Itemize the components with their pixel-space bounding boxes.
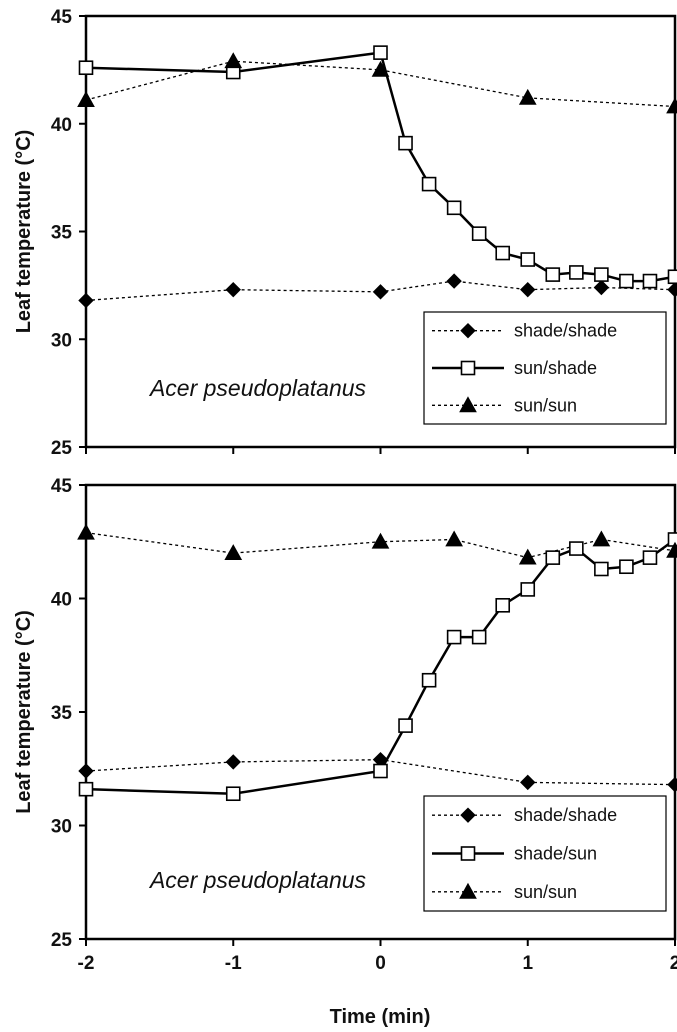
point-shade-shade-1	[226, 755, 240, 769]
point-sun-sun-1	[225, 53, 241, 67]
x-tick-label-2: 2	[670, 953, 677, 974]
point-sun-sun-0	[78, 525, 94, 539]
point-sun-shade-4	[423, 178, 436, 191]
point-sun-sun-5	[593, 531, 609, 545]
x-tick-label--2: -2	[78, 953, 95, 974]
point-shade-shade-5	[594, 281, 608, 295]
x-tick-label-1: 1	[522, 953, 533, 974]
series-line-sun-shade	[86, 53, 675, 281]
y-tick-label-25: 25	[51, 438, 73, 459]
point-sun-shade-6	[473, 227, 486, 240]
legend-marker-shade-sun	[462, 847, 475, 860]
point-shade-sun-3	[399, 719, 412, 732]
y-tick-label-45: 45	[51, 7, 73, 28]
point-sun-shade-11	[595, 268, 608, 281]
point-shade-shade-2	[374, 285, 388, 299]
point-sun-shade-14	[669, 270, 677, 283]
y-axis-title: Leaf temperature (°C)	[13, 610, 35, 814]
point-shade-sun-7	[496, 599, 509, 612]
point-shade-shade-6	[668, 283, 677, 297]
point-sun-shade-13	[643, 275, 656, 288]
point-shade-shade-1	[226, 283, 240, 297]
point-shade-sun-0	[80, 783, 93, 796]
point-shade-sun-12	[620, 560, 633, 573]
point-shade-sun-2	[374, 765, 387, 778]
x-axis-title: Time (min)	[330, 1006, 431, 1028]
legend-label-sun-sun: sun/sun	[514, 882, 577, 902]
point-sun-shade-9	[546, 268, 559, 281]
point-shade-sun-13	[643, 551, 656, 564]
point-sun-shade-7	[496, 247, 509, 260]
point-shade-sun-10	[570, 542, 583, 555]
point-shade-sun-8	[521, 583, 534, 596]
point-shade-shade-4	[668, 778, 677, 792]
legend: shade/shade shade/sun sun/sun	[424, 796, 666, 911]
point-sun-shade-12	[620, 275, 633, 288]
point-sun-sun-1	[225, 545, 241, 559]
point-sun-sun-3	[446, 531, 462, 545]
point-sun-shade-0	[80, 61, 93, 74]
x-tick-label--1: -1	[225, 953, 242, 974]
point-sun-shade-8	[521, 253, 534, 266]
chart-1: 25 30 35 40 45 Leaf temperature (°C) Acer pseu…	[13, 7, 677, 459]
species-annotation: Acer pseudoplatanus	[148, 375, 367, 401]
point-shade-shade-0	[79, 764, 93, 778]
y-tick-label-30: 30	[51, 330, 72, 351]
y-tick-label-40: 40	[51, 115, 72, 136]
point-sun-shade-5	[448, 201, 461, 214]
y-tick-label-35: 35	[51, 223, 73, 244]
legend-label-shade-shade: shade/shade	[514, 805, 617, 825]
chart-2: 25 30 35 40 45 -2 -1 0 1 2 Leaf temperature (°C) Ac…	[13, 476, 677, 974]
y-tick-label-30: 30	[51, 817, 72, 838]
legend: shade/shade sun/shade sun/sun	[424, 312, 666, 424]
point-sun-shade-2	[374, 46, 387, 59]
point-shade-shade-0	[79, 293, 93, 307]
y-tick-label-40: 40	[51, 590, 72, 611]
species-annotation: Acer pseudoplatanus	[148, 867, 367, 893]
legend-label-shade-sun: shade/sun	[514, 844, 597, 864]
legend-marker-sun-shade	[462, 362, 475, 375]
y-tick-label-35: 35	[51, 703, 73, 724]
point-shade-sun-6	[473, 631, 486, 644]
point-sun-sun-0	[78, 92, 94, 106]
point-shade-sun-1	[227, 787, 240, 800]
point-shade-sun-9	[546, 551, 559, 564]
y-tick-label-25: 25	[51, 930, 73, 951]
point-sun-shade-3	[399, 137, 412, 150]
point-shade-sun-4	[423, 674, 436, 687]
point-shade-shade-3	[521, 775, 535, 789]
legend-label-shade-shade: shade/shade	[514, 321, 617, 341]
x-tick-label-0: 0	[375, 953, 386, 974]
y-tick-label-45: 45	[51, 476, 73, 497]
y-axis-title: Leaf temperature (°C)	[13, 130, 35, 334]
point-shade-shade-4	[521, 283, 535, 297]
legend-label-sun-sun: sun/sun	[514, 395, 577, 415]
point-shade-sun-11	[595, 562, 608, 575]
point-shade-sun-5	[448, 631, 461, 644]
point-sun-shade-10	[570, 266, 583, 279]
point-shade-shade-3	[447, 274, 461, 288]
legend-label-sun-shade: sun/shade	[514, 358, 597, 378]
